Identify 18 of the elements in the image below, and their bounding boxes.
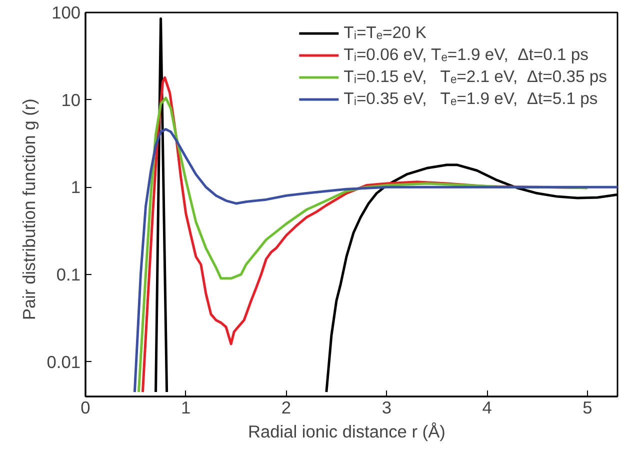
legend-label: Tᵢ=0.15 eV, Tₑ=2.1 eV, Δt=0.35 ps [344, 66, 607, 88]
y-tick-label: 1 [70, 177, 81, 198]
y-tick-label: 100 [52, 2, 81, 22]
legend-label: Tᵢ=Tₑ=20 K [344, 22, 427, 44]
y-tick-label: 0.1 [56, 264, 81, 284]
y-tick-label: 10 [61, 90, 81, 110]
x-axis-title: Radial ionic distance r (Å) [248, 422, 446, 442]
legend-label: Tᵢ=0.35 eV, Tₑ=1.9 eV, Δt=5.1 ps [344, 88, 598, 110]
legend-label: Tᵢ=0.06 eV, Tₑ=1.9 eV, Δt=0.1 ps [344, 44, 588, 66]
x-tick-label: 3 [382, 398, 392, 418]
x-tick-label: 1 [181, 398, 191, 418]
x-tick-label: 0 [80, 398, 90, 418]
x-tick-label: 5 [582, 398, 592, 418]
line-series [133, 128, 618, 394]
y-axis-title: Pair distribution function g (r) [18, 98, 39, 320]
y-tick-label: 0.01 [46, 352, 81, 372]
x-tick-label: 4 [482, 398, 492, 418]
x-tick-label: 2 [281, 398, 292, 418]
